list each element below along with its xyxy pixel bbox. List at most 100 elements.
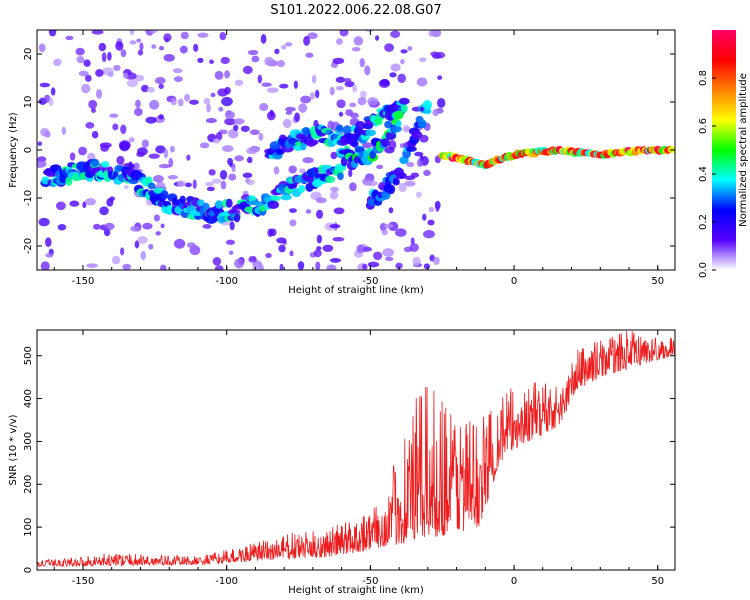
- spectrogram-noise-blob: [242, 172, 253, 179]
- spectrogram-noise-blob: [184, 93, 191, 102]
- spectrogram-noise-blob: [136, 151, 145, 158]
- spectrogram-noise-blob: [124, 185, 129, 190]
- spectrogram-noise-blob: [228, 250, 234, 255]
- spectrogram-noise-blob: [48, 97, 54, 107]
- spectrogram-noise-blob: [373, 251, 383, 261]
- snr-xtick-label: -50: [362, 576, 378, 587]
- spectrogram-noise-blob: [349, 182, 357, 192]
- spectrogram-blob: [406, 146, 417, 152]
- spectrogram-noise-blob: [167, 174, 178, 180]
- spectrogram-noise-blob: [427, 219, 435, 226]
- spectrogram-noise-blob: [364, 30, 375, 33]
- spectrogram-noise-blob: [423, 169, 431, 177]
- spectrogram-noise-blob: [326, 264, 337, 270]
- spectrogram-noise-blob: [151, 44, 157, 49]
- spectrogram-noise-blob: [338, 111, 344, 117]
- spectrogram-noise-blob: [305, 52, 314, 58]
- spectrogram-noise-blob: [249, 129, 260, 136]
- spectrogram-ytick-label: -20: [23, 238, 34, 254]
- spectrogram-noise-blob: [153, 214, 160, 222]
- spectrogram-blob: [340, 156, 348, 167]
- snr-x-ticks: -150 -100 -50 0 50: [53, 330, 664, 587]
- spectrogram-noise-blob: [91, 130, 99, 139]
- spectrogram-noise-blob: [88, 99, 98, 109]
- spectrogram-noise-blob: [289, 219, 297, 227]
- spectrogram-noise-blob: [78, 70, 89, 77]
- spectrogram-noise-blob: [55, 201, 66, 211]
- spectrogram-blob: [100, 161, 110, 168]
- spectrogram-noise-blob: [82, 201, 87, 209]
- spectrogram-noise-blob: [276, 237, 287, 244]
- spectrogram-noise-blob: [274, 48, 280, 55]
- spectrogram-noise-blob: [225, 239, 235, 245]
- spectrogram-noise-blob: [44, 94, 51, 103]
- spectrogram-noise-blob: [141, 139, 150, 148]
- spectrogram-noise-blob: [356, 244, 364, 254]
- spectrogram-noise-blob: [228, 128, 239, 139]
- spectrogram-noise-blob: [316, 234, 323, 244]
- spectrogram-noise-blob: [423, 230, 435, 239]
- spectrogram-noise-blob: [100, 144, 110, 152]
- spectrogram-noise-blob: [422, 213, 427, 221]
- spectrogram-noise-blob: [86, 263, 99, 268]
- spectrogram-noise-blob: [179, 45, 188, 54]
- spectrogram-blob: [385, 131, 397, 140]
- spectrogram-noise-blob: [120, 247, 125, 256]
- spectrogram-noise-blob: [240, 125, 250, 132]
- spectrogram-noise-blob: [158, 45, 165, 51]
- snr-ytick-label: 0: [23, 567, 34, 573]
- spectrogram-blob: [365, 129, 377, 137]
- spectrogram-noise-blob: [134, 240, 140, 249]
- spectrogram-noise-blob: [173, 76, 183, 83]
- spectrogram-noise-blob: [305, 209, 312, 214]
- snr-xtick-label: 50: [651, 576, 664, 587]
- spectrogram-blob: [233, 213, 241, 223]
- spectrogram-noise-blob: [193, 43, 199, 52]
- spectrogram-noise-blob: [434, 51, 446, 59]
- spectrogram-noise-blob: [122, 72, 129, 79]
- spectrogram-noise-blob: [335, 38, 343, 45]
- spectrogram-noise-blob: [242, 65, 253, 75]
- spectrogram-noise-blob: [269, 228, 277, 237]
- spectrogram-noise-blob: [234, 79, 244, 86]
- spectrogram-noise-blob: [95, 69, 104, 77]
- spectrogram-x-label: Height of straight line (km): [288, 285, 424, 296]
- spectrogram-noise-blob: [259, 103, 269, 112]
- spectrogram-noise-blob: [418, 57, 427, 63]
- spectrogram-noise-blob: [335, 76, 346, 83]
- spectrogram-noise-blob: [227, 157, 234, 166]
- spectrogram-noise-blob: [221, 145, 234, 153]
- spectrogram-blob: [335, 124, 344, 132]
- snr-xtick-label: -100: [215, 576, 238, 587]
- spectrogram-noise-blob: [285, 106, 296, 112]
- spectrogram-noise-blob: [234, 258, 244, 269]
- snr-x-label: Height of straight line (km): [288, 585, 424, 596]
- spectrogram-noise-blob: [137, 49, 144, 56]
- spectrogram-noise-blob: [278, 244, 286, 253]
- spectrogram-noise-blob: [186, 242, 196, 248]
- spectrogram-noise-blob: [45, 237, 52, 248]
- spectrogram-noise-blob: [234, 155, 244, 162]
- spectrogram-noise-blob: [170, 97, 177, 106]
- spectrogram-noise-blob: [349, 112, 359, 119]
- spectrogram-noise-blob: [300, 95, 312, 104]
- spectrogram-noise-blob: [116, 155, 125, 165]
- spectrogram-noise-blob: [209, 59, 215, 65]
- spectrogram-blob: [400, 104, 408, 113]
- spectrogram-noise-blob: [389, 72, 397, 78]
- spectrogram-noise-blob: [339, 30, 349, 37]
- spectrogram-noise-blob: [260, 34, 267, 44]
- spectrogram-noise-blob: [297, 261, 305, 270]
- spectrogram-noise-blob: [134, 107, 143, 117]
- spectrogram-noise-blob: [85, 198, 97, 206]
- spectrogram-noise-blob: [111, 255, 121, 265]
- spectrogram-noise-blob: [299, 168, 306, 174]
- spectrogram-noise-blob: [388, 207, 394, 214]
- spectrogram-noise-blob: [333, 207, 345, 215]
- spectrogram-blob: [384, 120, 393, 129]
- spectrogram-noise-blob: [142, 222, 153, 230]
- spectrogram-noise-blob: [264, 56, 274, 66]
- spectrogram-noise-blob: [39, 82, 51, 88]
- spectrogram-noise-blob: [404, 180, 416, 187]
- spectrogram-noise-blob: [103, 228, 111, 237]
